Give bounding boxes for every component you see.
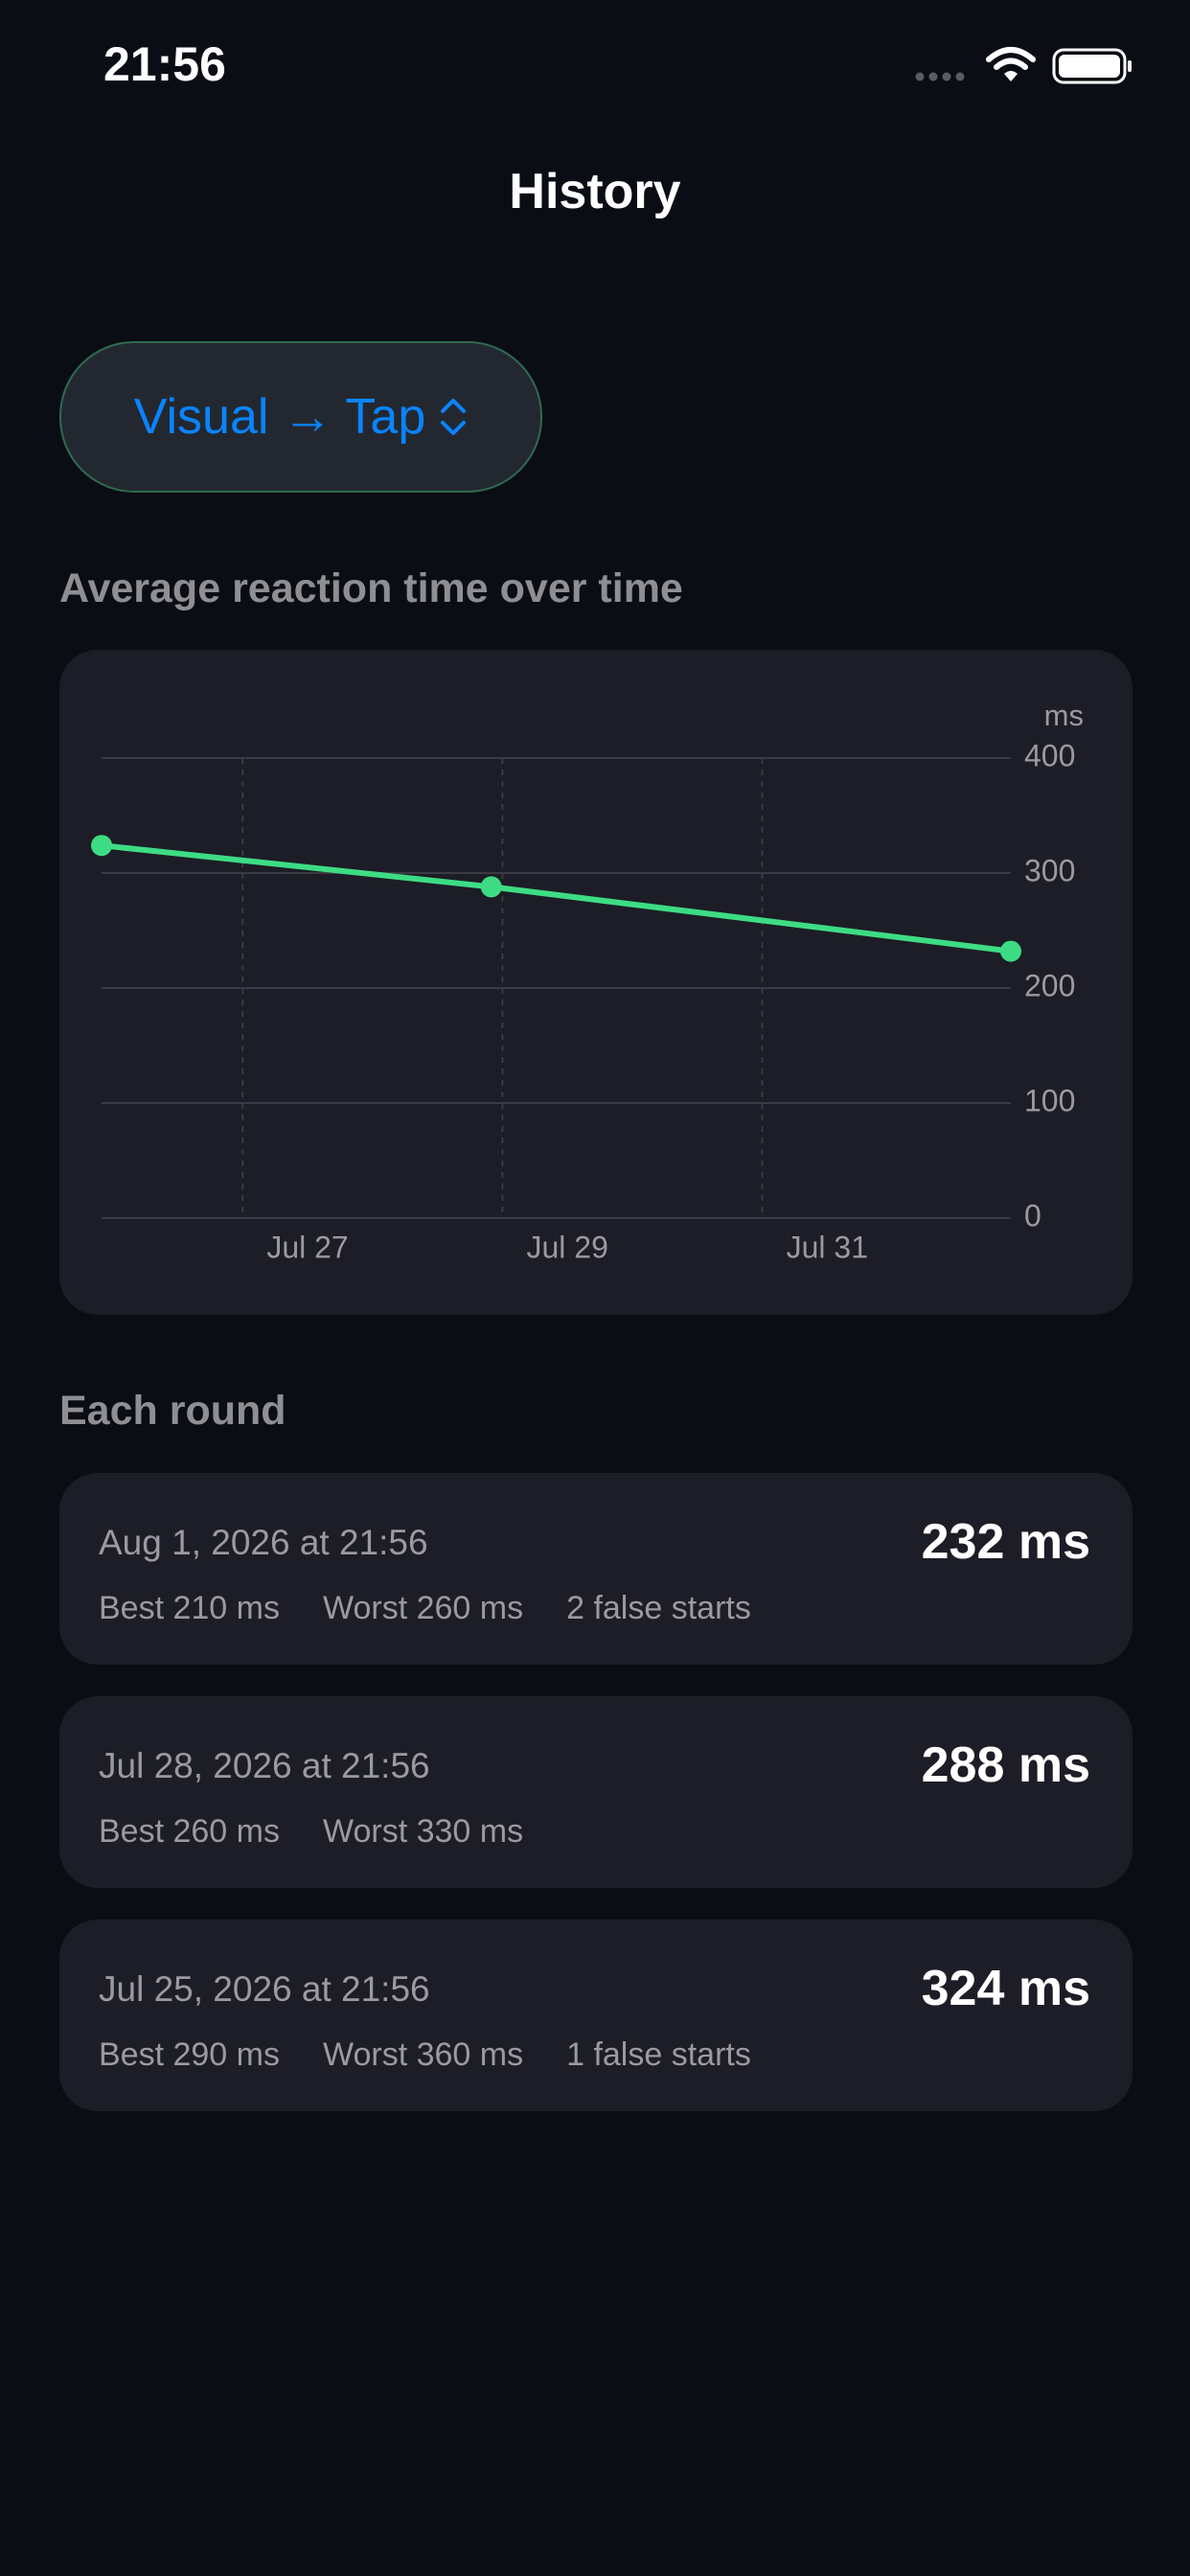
y-tick-label: 100 <box>1024 1083 1075 1117</box>
chart-card: ms 0 100 200 300 400 Jul 27 Jul 29 Jul 31 <box>59 650 1133 1315</box>
status-icons <box>915 47 1132 84</box>
status-time: 21:56 <box>103 37 226 91</box>
round-date: Jul 25, 2026 at 21:56 <box>99 1969 430 2009</box>
round-card: Aug 1, 2026 at 21:56 232 ms Best 210 ms Wor… <box>59 1473 1133 1665</box>
round-card: Jul 28, 2026 at 21:56 288 ms Best 260 ms Wo… <box>59 1696 1133 1888</box>
point <box>480 876 502 898</box>
round-stats: Best 260 ms Worst 330 ms <box>99 1813 523 1851</box>
point <box>91 835 112 857</box>
round-stat: Best 260 ms <box>99 1813 280 1850</box>
x-tick-label: Jul 31 <box>787 1230 868 1264</box>
round-average: 288 ms <box>921 1737 1090 1793</box>
round-stat: Best 210 ms <box>99 1590 280 1626</box>
chart-section-title: Average reaction time over time <box>59 565 683 611</box>
y-axis-label: ms <box>1044 699 1084 732</box>
y-tick-label: 300 <box>1024 853 1075 887</box>
round-average: 324 ms <box>921 1961 1090 2016</box>
y-tick-label: 400 <box>1024 738 1075 772</box>
y-tick-label: 200 <box>1024 968 1075 1002</box>
screen-title: History <box>509 164 681 219</box>
chart: ms 0 100 200 300 400 Jul 27 Jul 29 Jul 31 <box>91 699 1084 1264</box>
x-tick-label: Jul 27 <box>266 1230 348 1264</box>
round-stat: Worst 330 ms <box>322 1813 524 1850</box>
rounds-section-title: Each round <box>59 1388 286 1434</box>
round-stat: Worst 360 ms <box>322 2036 524 2073</box>
line <box>101 842 1012 954</box>
round-stat: Best 290 ms <box>99 2036 280 2073</box>
round-stats: Best 210 ms Worst 260 ms 2 false starts <box>99 1590 751 1627</box>
round-stat: 2 false starts <box>566 1590 751 1626</box>
round-date: Aug 1, 2026 at 21:56 <box>99 1523 428 1562</box>
round-average: 232 ms <box>921 1514 1090 1570</box>
round-stat: Worst 260 ms <box>322 1590 524 1626</box>
round-card: Jul 25, 2026 at 21:56 324 ms Best 290 ms Wo… <box>59 1920 1133 2111</box>
picker-label: Visual → Tap <box>133 389 426 445</box>
round-date: Jul 28, 2026 at 21:56 <box>99 1746 430 1785</box>
y-tick-label: 0 <box>1024 1198 1041 1232</box>
round-stat: 1 false starts <box>566 2036 751 2073</box>
x-tick-label: Jul 29 <box>526 1230 607 1264</box>
round-stats: Best 290 ms Worst 360 ms 1 false starts <box>99 2036 751 2074</box>
picker-chevrons <box>441 399 467 435</box>
point <box>1000 940 1021 962</box>
mode-picker[interactable]: Visual → Tap <box>59 341 542 493</box>
